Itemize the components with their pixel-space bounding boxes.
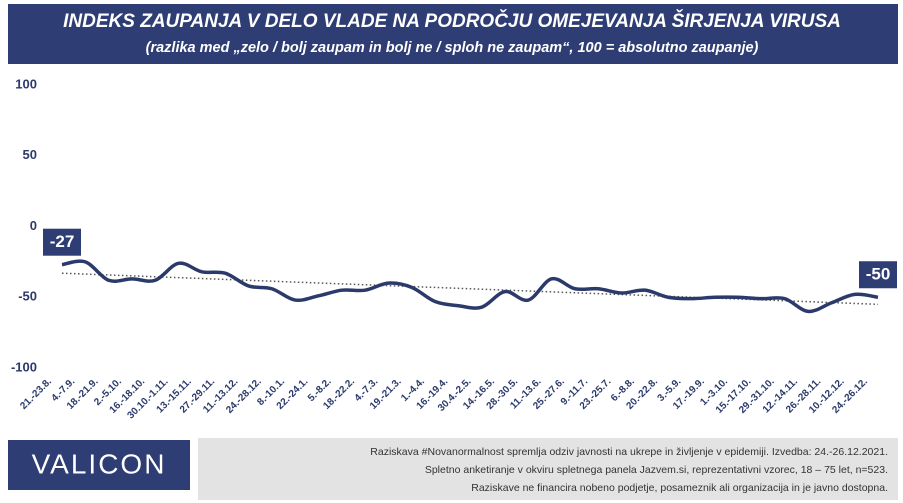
- notes-box: [198, 438, 898, 500]
- y-tick-label: 0: [30, 218, 37, 233]
- chart-subtitle: (razlika med „zelo / bolj zaupam in bolj…: [146, 40, 759, 56]
- y-tick-label: 100: [15, 76, 37, 91]
- y-tick-label: -50: [18, 289, 37, 304]
- note: Raziskave ne financira nobeno podjetje, …: [471, 482, 888, 494]
- note: Raziskava #Novanormalnost spremlja odziv…: [370, 446, 888, 458]
- y-tick-label: 50: [23, 147, 37, 162]
- note: Spletno anketiranje v okviru spletnega p…: [425, 464, 888, 476]
- y-tick-label: -100: [11, 359, 37, 374]
- logo: VALICON: [32, 448, 167, 479]
- logo-box: [8, 440, 190, 490]
- data-label: -50: [866, 265, 891, 284]
- header-banner: [8, 4, 898, 64]
- data-label: -27: [50, 232, 75, 251]
- data-label-box: [859, 261, 897, 289]
- chart-title: INDEKS ZAUPANJA V DELO VLADE NA PODROČJU…: [63, 10, 841, 32]
- x-tick-label: 21.-23.8.: [18, 376, 54, 412]
- data-line: [61, 259, 879, 314]
- data-label-box: [43, 228, 81, 256]
